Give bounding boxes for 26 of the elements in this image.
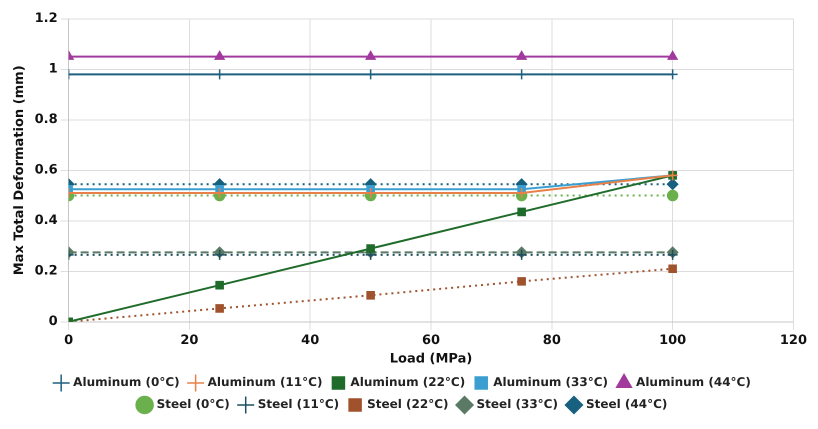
x-axis-title: Load (MPa) <box>390 352 472 367</box>
legend-label: Aluminum (11°C) <box>208 375 322 390</box>
legend-label: Steel (0°C) <box>156 397 230 412</box>
x-tick-label: 0 <box>64 332 74 348</box>
y-tick-label: 0.4 <box>34 213 58 228</box>
legend-label: Steel (11°C) <box>258 397 340 412</box>
legend-label: Steel (22°C) <box>367 397 449 412</box>
y-tick-label: 0 <box>48 314 58 330</box>
legend-label: Aluminum (33°C) <box>493 375 608 390</box>
y-tick-label: 1 <box>48 62 58 77</box>
legend-label: Aluminum (22°C) <box>350 375 466 390</box>
legend-label: Aluminum (0°C) <box>73 375 180 390</box>
x-tick-label: 60 <box>422 332 440 348</box>
y-tick-label: 1.2 <box>34 11 58 26</box>
x-tick-label: 40 <box>301 332 320 348</box>
legend-label: Steel (33°C) <box>476 397 558 412</box>
y-tick-label: 0.6 <box>34 162 58 178</box>
x-tick-label: 20 <box>180 332 198 348</box>
x-tick-label: 80 <box>542 332 561 348</box>
x-tick-label: 100 <box>659 332 686 348</box>
y-axis-title: Max Total Deformation (mm) <box>12 65 28 276</box>
x-tick-label: 120 <box>780 332 807 348</box>
legend-label: Aluminum (44°C) <box>636 375 751 390</box>
y-tick-label: 0.2 <box>34 264 58 279</box>
y-tick-label: 0.8 <box>34 112 58 128</box>
legend-label: Steel (44°C) <box>586 397 668 412</box>
